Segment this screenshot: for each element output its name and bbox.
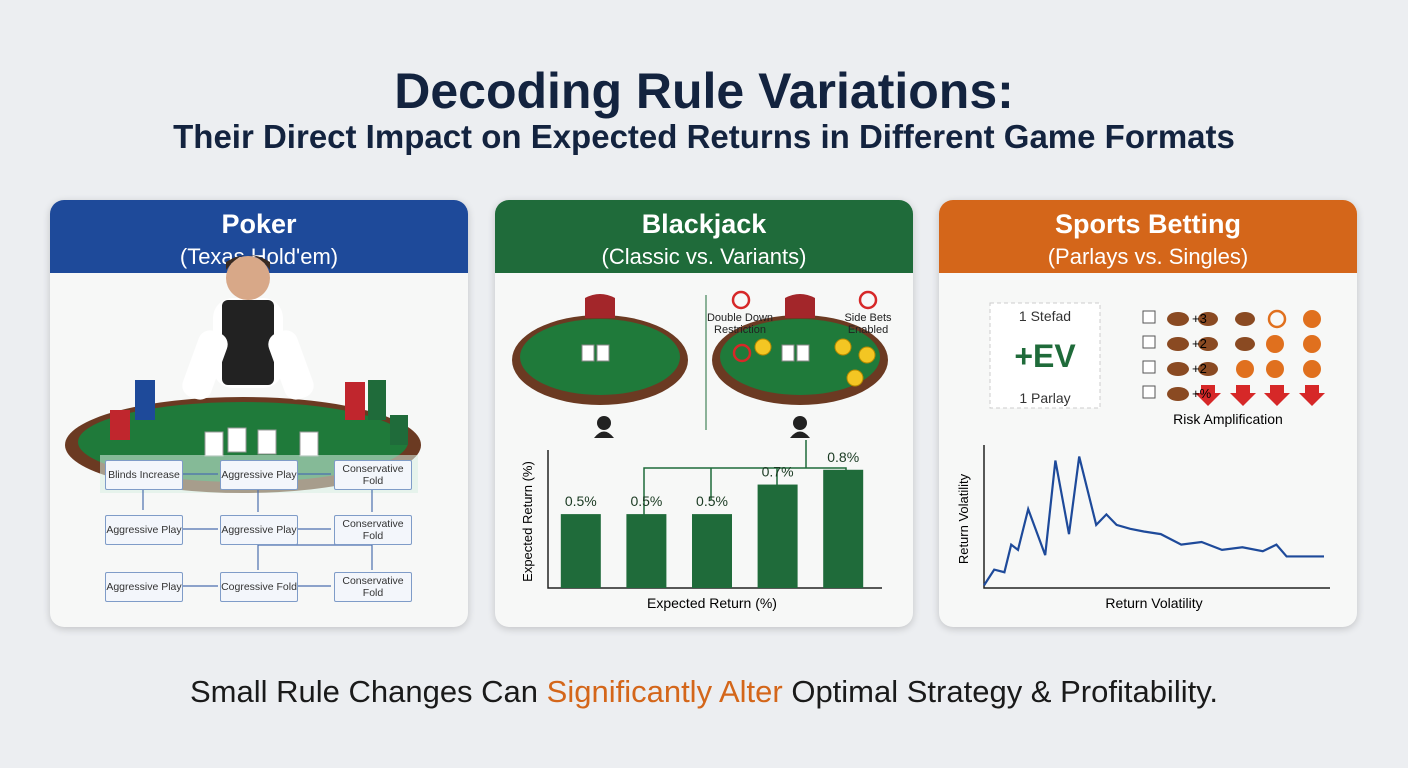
x-axis-label: Expected Return (%) [647, 595, 777, 611]
axes [983, 445, 1330, 589]
panel-title: Poker [221, 209, 297, 239]
value-label: 0.8% [827, 449, 859, 465]
panel-header: Blackjack (Classic vs. Variants) [495, 200, 913, 273]
ticket-line: 1 Stefad [1018, 308, 1072, 324]
panel-subtitle: (Classic vs. Variants) [601, 244, 807, 269]
bar [757, 484, 798, 588]
odds: +3 [1192, 311, 1207, 326]
odds: +2 [1192, 361, 1207, 376]
panel-title: Blackjack [641, 209, 767, 239]
panel-header: Sports Betting (Parlays vs. Singles) [939, 200, 1357, 273]
value-label: 0.7% [762, 464, 794, 480]
panel-title: Sports Betting [1055, 209, 1241, 239]
flow-node: Conservative Fold [334, 515, 412, 545]
value-label: 0.5% [565, 493, 597, 509]
panel-subtitle: (Parlays vs. Singles) [1047, 244, 1249, 269]
y-axis-label: Return Volatility [956, 473, 971, 564]
risk-label: Risk Amplification [1173, 411, 1283, 427]
bar [626, 514, 667, 588]
flow-node: Cogressive Fold [220, 572, 298, 602]
value-label: 0.5% [696, 493, 728, 509]
flow-node: Conservative Fold [334, 572, 412, 602]
odds: +2 [1192, 336, 1207, 351]
line [983, 456, 1324, 586]
ticket-line: 1 Parlay [1019, 390, 1071, 406]
flow-node: Blinds Increase [105, 460, 183, 490]
bar [560, 514, 601, 588]
flow-node: Conservative Fold [334, 460, 412, 490]
value-label: 0.5% [630, 493, 662, 509]
ticket-ev: +EV [1014, 338, 1076, 374]
bar [823, 469, 864, 588]
footer-text: Optimal Strategy & Profitability. [782, 674, 1219, 709]
rule-label: Double Down Restriction [706, 312, 774, 336]
rule-label: Side Bets Enabled [844, 312, 892, 336]
flow-node: Aggressive Play [220, 515, 298, 545]
odds: +% [1192, 386, 1212, 401]
flow-node: Aggressive Play [105, 515, 183, 545]
y-axis-label: Expected Return (%) [520, 461, 535, 582]
footer-highlight: Significantly Alter [546, 674, 783, 709]
title: Decoding Rule Variations: [394, 63, 1014, 119]
flow-node: Aggressive Play [105, 572, 183, 602]
bar [692, 514, 732, 588]
footer-text: Small Rule Changes Can [189, 674, 547, 709]
subtitle: Their Direct Impact on Expected Returns … [173, 118, 1235, 155]
x-axis-label: Return Volatility [1105, 595, 1202, 611]
panel-header: Poker (Texas Hold'em) [50, 200, 468, 273]
footer: Small Rule Changes Can Significantly Alt… [0, 674, 1408, 710]
flow-node: Aggressive Play [220, 460, 298, 490]
